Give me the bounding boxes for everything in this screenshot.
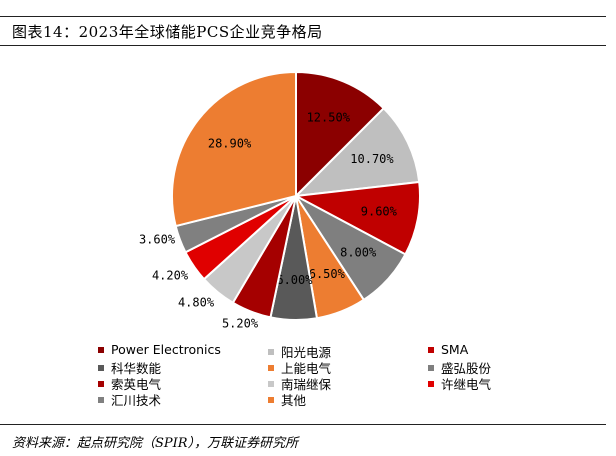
legend-item: 南瑞继保 — [268, 374, 331, 393]
legend-item: SMA — [428, 342, 468, 357]
pie-slice — [171, 70, 297, 228]
source-divider — [0, 424, 606, 425]
legend-item: 科华数能 — [98, 358, 161, 377]
legend-swatch — [98, 346, 104, 353]
legend-label: Power Electronics — [111, 342, 221, 357]
slice-data-label: 12.50% — [307, 111, 351, 125]
legend-label: 科华数能 — [111, 361, 162, 376]
legend-item: 上能电气 — [268, 358, 331, 377]
slice-data-label: 8.00% — [340, 245, 377, 259]
legend-label: 盛弘股份 — [441, 361, 492, 376]
slice-data-label: 4.20% — [152, 269, 189, 283]
legend-label: 南瑞继保 — [281, 377, 332, 392]
pie-slice — [295, 70, 386, 199]
legend-swatch — [98, 380, 104, 387]
legend-item: 索英电气 — [98, 374, 161, 393]
chart-title: 图表14：2023年全球储能PCS企业竞争格局 — [12, 23, 323, 41]
legend-item: 阳光电源 — [268, 342, 331, 361]
slice-data-label: 9.60% — [361, 204, 398, 218]
chart-legend: Power Electronics 阳光电源 SMA 科华数能 上能电气 盛弘股份索英电气… — [98, 342, 518, 408]
legend-label: 许继电气 — [441, 377, 492, 392]
legend-swatch — [428, 364, 434, 371]
legend-swatch — [268, 380, 274, 387]
legend-item: 许继电气 — [428, 374, 491, 393]
slice-data-label: 3.60% — [139, 233, 176, 247]
slice-data-label: 10.70% — [350, 152, 394, 166]
pie-slice — [292, 180, 421, 256]
legend-label: SMA — [441, 342, 469, 357]
slice-data-label: 6.50% — [309, 267, 346, 281]
slice-data-label: 28.90% — [208, 137, 252, 151]
legend-label: 汇川技术 — [111, 393, 162, 408]
slice-data-label: 4.80% — [178, 296, 215, 310]
legend-item: 盛弘股份 — [428, 358, 491, 377]
legend-item: 汇川技术 — [98, 390, 161, 409]
legend-label: 其他 — [281, 393, 307, 408]
legend-swatch — [268, 364, 274, 371]
legend-swatch — [268, 396, 274, 403]
pie-slice — [293, 106, 421, 198]
legend-swatch — [98, 364, 104, 371]
legend-label: 上能电气 — [281, 361, 332, 376]
legend-label: 索英电气 — [111, 377, 162, 392]
chart-title-bar: 图表14：2023年全球储能PCS企业竞争格局 — [0, 16, 606, 46]
legend-swatch — [428, 380, 434, 387]
source-note: 资料来源：起点研究院（SPIR），万联证券研究所 — [12, 436, 299, 451]
legend-item: 其他 — [268, 390, 306, 409]
legend-item: Power Electronics — [98, 342, 221, 357]
slice-data-label: 5.20% — [222, 317, 259, 331]
slice-data-label: 6.00% — [276, 273, 313, 287]
legend-label: 阳光电源 — [281, 345, 332, 360]
legend-swatch — [98, 396, 104, 403]
legend-swatch — [428, 346, 434, 353]
legend-swatch — [268, 348, 274, 355]
